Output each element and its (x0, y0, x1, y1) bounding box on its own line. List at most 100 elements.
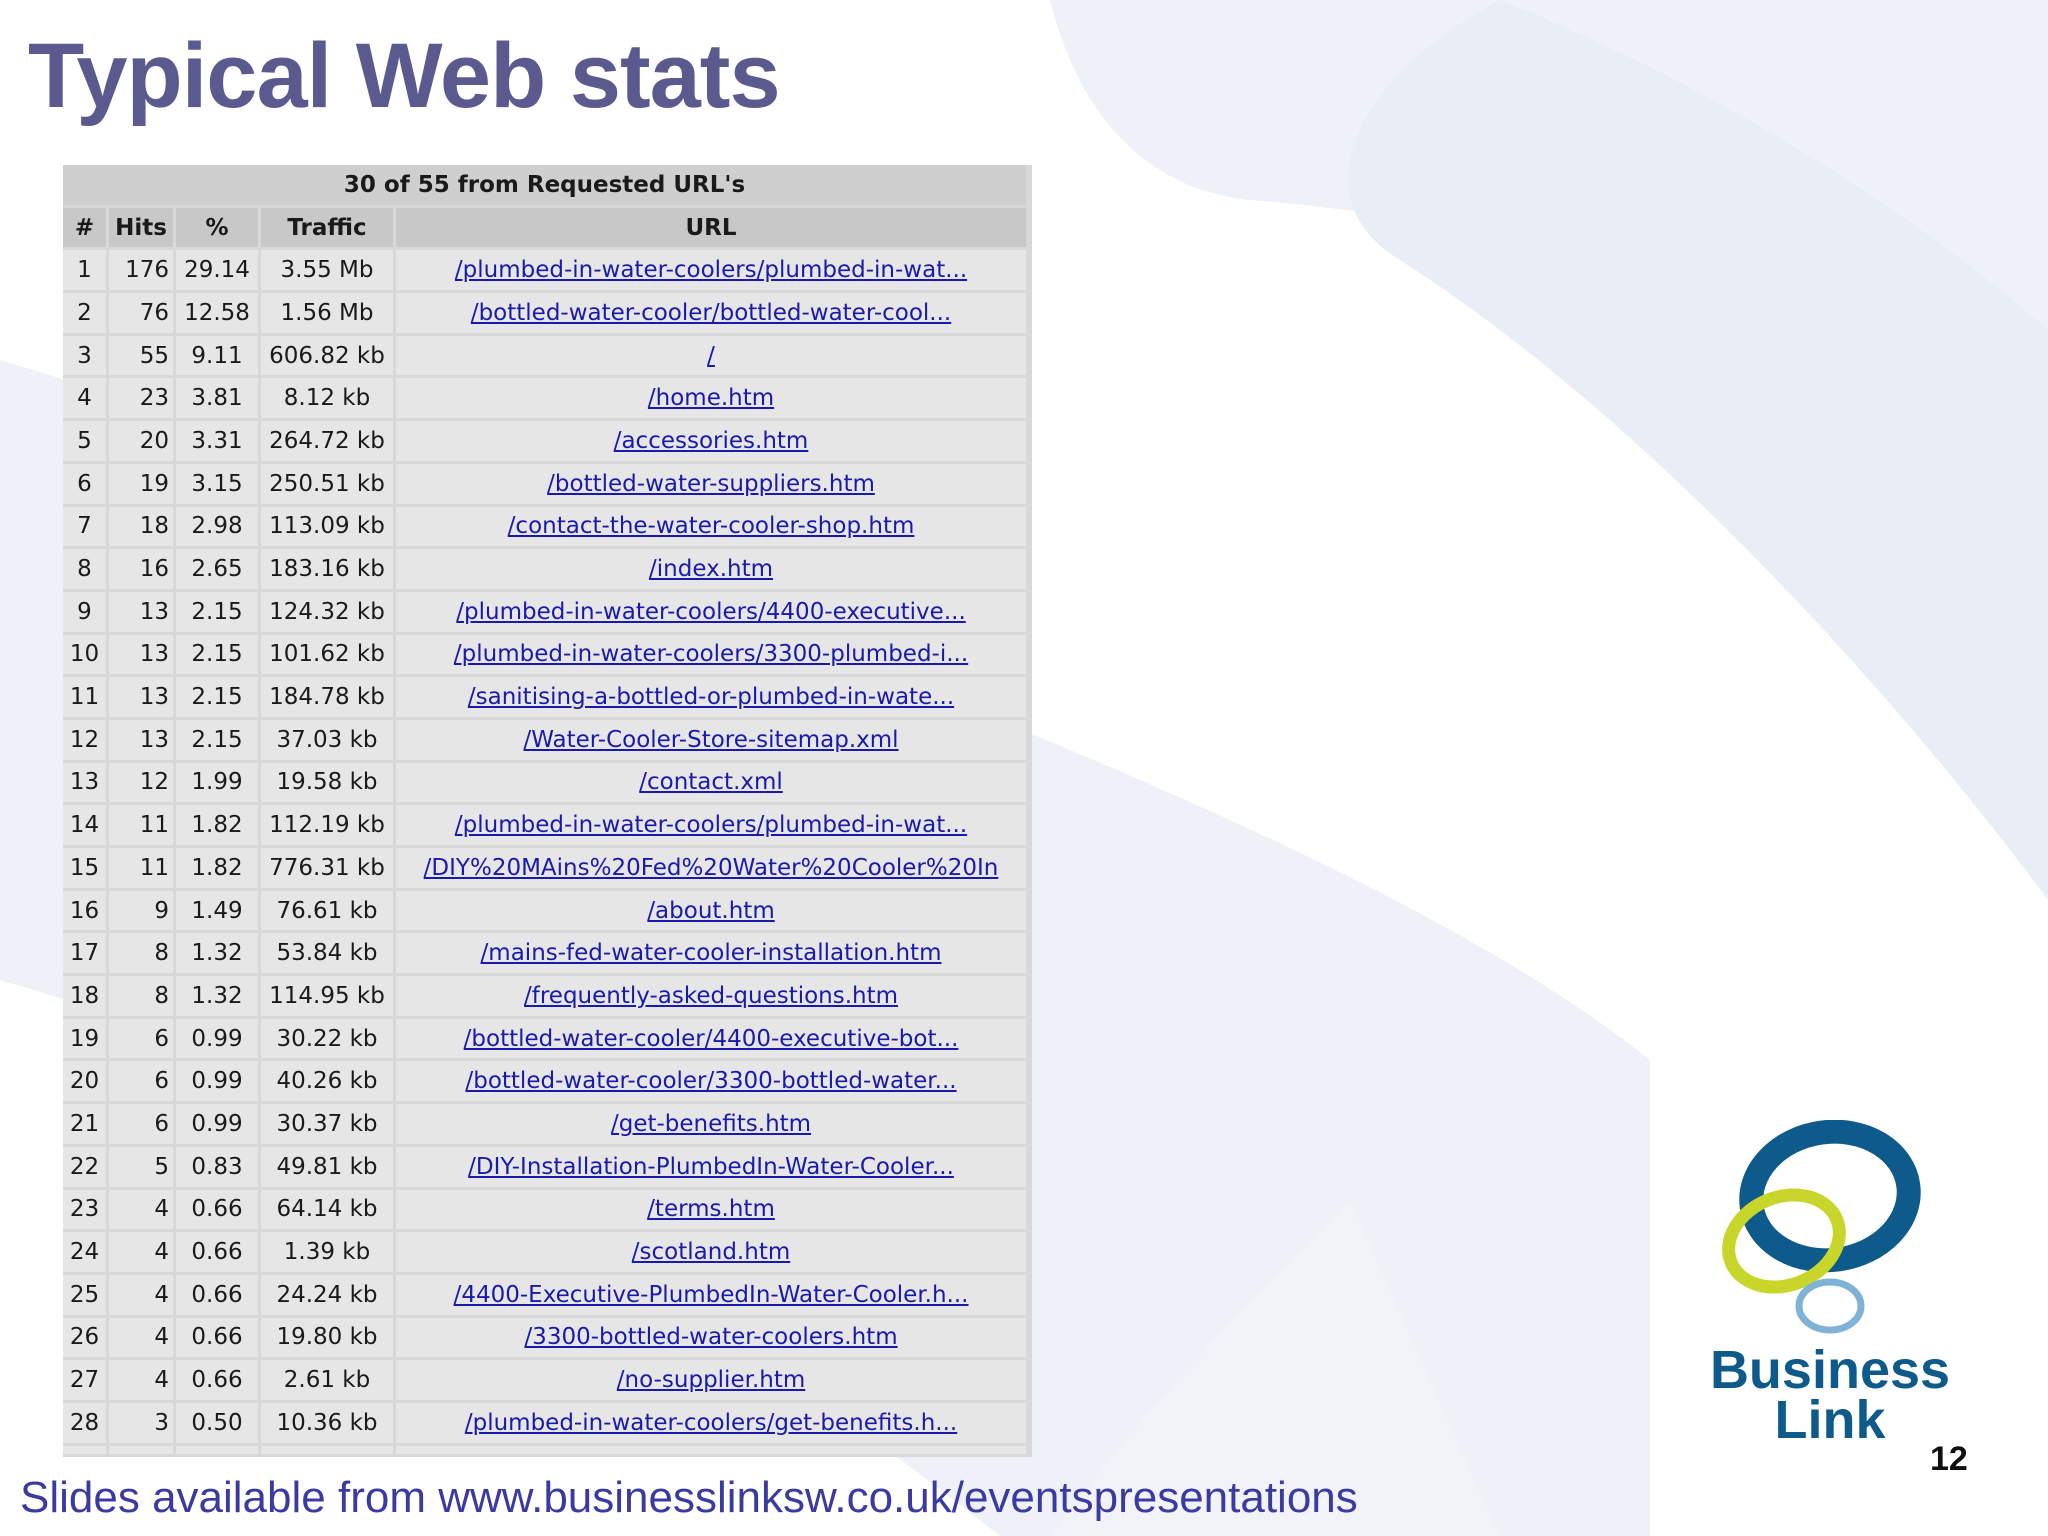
url-link[interactable]: /contact.xml (639, 769, 783, 796)
row-hits: 13 (109, 719, 173, 760)
row-percent: 2.15 (176, 591, 258, 632)
table-row: 1 176 29.14 3.55 Mb/plumbed-in-water-cooler… (63, 250, 1027, 291)
row-hits: 13 (109, 634, 173, 675)
url-link[interactable]: /3300-bottled-water-coolers.htm (524, 1324, 898, 1351)
row-traffic: 2.61 kb (261, 1360, 393, 1400)
url-link[interactable]: / (707, 342, 715, 369)
url-link[interactable]: /bottled-water-cooler/3300-bottled-water… (465, 1068, 957, 1095)
url-link[interactable]: /bottled-water-cooler/bottled-water-cool… (470, 299, 952, 326)
row-traffic: 264.72 kb (261, 421, 393, 461)
empty-cell (396, 1445, 1027, 1454)
row-hits: 76 (109, 293, 173, 333)
row-traffic: 250.51 kb (261, 463, 393, 504)
logo-line2: Link (1774, 1390, 1886, 1450)
row-percent: 29.14 (176, 250, 258, 291)
row-hits: 11 (109, 805, 173, 845)
url-link[interactable]: /terms.htm (647, 1196, 775, 1223)
row-url: /plumbed-in-water-coolers/plumbed-in-wat… (396, 805, 1027, 845)
row-percent: 9.11 (176, 335, 258, 376)
row-hits: 19 (109, 463, 173, 504)
table-header-row: # Hits % Traffic URL (63, 207, 1027, 248)
table-row: 19 6 0.99 30.22 kb/bottled-water-cooler/440… (63, 1018, 1027, 1059)
row-rank: 3 (63, 335, 106, 376)
table-row: 18 8 1.32 114.95 kb/frequently-asked-questi… (63, 976, 1027, 1016)
row-url: /plumbed-in-water-coolers/plumbed-in-wat… (396, 250, 1027, 291)
url-link[interactable]: /bottled-water-cooler/4400-executive-bot… (463, 1025, 959, 1052)
row-percent: 0.83 (176, 1146, 258, 1187)
row-url: /DIY%20MAins%20Fed%20Water%20Cooler%20In (396, 848, 1027, 888)
header-percent: % (176, 207, 258, 248)
row-traffic: 40.26 kb (261, 1061, 393, 1102)
url-link[interactable]: /mains-fed-water-cooler-installation.htm (480, 940, 942, 967)
url-link[interactable]: /sanitising-a-bottled-or-plumbed-in-wate… (467, 684, 955, 711)
row-percent: 2.65 (176, 549, 258, 589)
row-percent: 2.15 (176, 719, 258, 760)
row-rank: 6 (63, 463, 106, 504)
stats-table: 30 of 55 from Requested URL's # Hits % T… (63, 165, 1029, 1457)
row-traffic: 1.56 Mb (261, 293, 393, 333)
table-row: 8 16 2.65 183.16 kb/index.htm (63, 549, 1027, 589)
row-hits: 4 (109, 1317, 173, 1358)
url-link[interactable]: /contact-the-water-cooler-shop.htm (507, 513, 915, 540)
row-url: /contact.xml (396, 762, 1027, 803)
row-traffic: 49.81 kb (261, 1146, 393, 1187)
url-link[interactable]: /scotland.htm (631, 1239, 791, 1266)
url-link[interactable]: /index.htm (649, 556, 774, 583)
url-link[interactable]: /plumbed-in-water-coolers/plumbed-in-wat… (454, 812, 968, 839)
row-url: /bottled-water-suppliers.htm (396, 463, 1027, 504)
row-hits: 176 (109, 250, 173, 291)
row-percent: 0.66 (176, 1232, 258, 1272)
url-link[interactable]: /DIY-Installation-PlumbedIn-Water-Cooler… (468, 1153, 954, 1180)
header-hits: Hits (109, 207, 173, 248)
row-hits: 18 (109, 506, 173, 547)
row-rank: 28 (63, 1402, 106, 1443)
row-hits: 5 (109, 1146, 173, 1187)
url-link[interactable]: /home.htm (647, 385, 775, 412)
row-percent: 1.32 (176, 933, 258, 974)
row-rank: 20 (63, 1061, 106, 1102)
row-url: /about.htm (396, 890, 1027, 931)
row-url: /bottled-water-cooler/bottled-water-cool… (396, 293, 1027, 333)
row-traffic: 183.16 kb (261, 549, 393, 589)
row-hits: 11 (109, 848, 173, 888)
row-traffic: 112.19 kb (261, 805, 393, 845)
row-rank: 8 (63, 549, 106, 589)
row-hits: 6 (109, 1018, 173, 1059)
url-link[interactable]: /accessories.htm (613, 427, 809, 454)
url-link[interactable]: /plumbed-in-water-coolers/3300-plumbed-i… (453, 641, 969, 668)
url-link[interactable]: /plumbed-in-water-coolers/plumbed-in-wat… (454, 257, 968, 284)
row-hits: 23 (109, 378, 173, 419)
url-link[interactable]: /4400-Executive-PlumbedIn-Water-Cooler.h… (453, 1281, 969, 1308)
row-percent: 1.49 (176, 890, 258, 931)
table-row: 25 4 0.66 24.24 kb/4400-Executive-PlumbedIn… (63, 1274, 1027, 1315)
row-hits: 13 (109, 677, 173, 717)
row-hits: 8 (109, 976, 173, 1016)
row-hits: 12 (109, 762, 173, 803)
url-link[interactable]: /about.htm (647, 897, 775, 924)
table-row: 17 8 1.32 53.84 kb/mains-fed-water-cooler-i… (63, 933, 1027, 974)
url-link[interactable]: /no-supplier.htm (616, 1367, 806, 1394)
row-url: /bottled-water-cooler/3300-bottled-water… (396, 1061, 1027, 1102)
url-link[interactable]: /get-benefits.htm (610, 1110, 812, 1137)
row-hits: 8 (109, 933, 173, 974)
row-rank: 2 (63, 293, 106, 333)
url-link[interactable]: /plumbed-in-water-coolers/4400-executive… (456, 598, 966, 625)
row-percent: 2.15 (176, 634, 258, 675)
row-url: /plumbed-in-water-coolers/3300-plumbed-i… (396, 634, 1027, 675)
requested-urls-table: 30 of 55 from Requested URL's # Hits % T… (63, 165, 1032, 1457)
row-rank: 14 (63, 805, 106, 845)
row-rank: 27 (63, 1360, 106, 1400)
url-link[interactable]: /plumbed-in-water-coolers/get-benefits.h… (464, 1409, 958, 1436)
url-link[interactable]: /frequently-asked-questions.htm (524, 982, 899, 1009)
row-traffic: 184.78 kb (261, 677, 393, 717)
row-rank: 18 (63, 976, 106, 1016)
url-link[interactable]: /Water-Cooler-Store-sitemap.xml (523, 726, 899, 753)
row-hits: 55 (109, 335, 173, 376)
row-traffic: 19.58 kb (261, 762, 393, 803)
url-link[interactable]: /bottled-water-suppliers.htm (547, 470, 875, 497)
table-row: 9 13 2.15 124.32 kb/plumbed-in-water-cooler… (63, 591, 1027, 632)
row-percent: 0.99 (176, 1104, 258, 1144)
row-percent: 1.82 (176, 805, 258, 845)
url-link[interactable]: /DIY%20MAins%20Fed%20Water%20Cooler%20In (423, 854, 999, 881)
row-rank: 15 (63, 848, 106, 888)
